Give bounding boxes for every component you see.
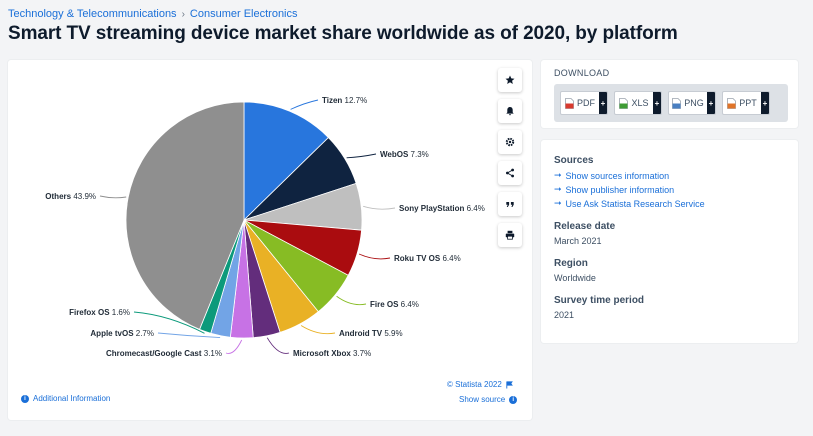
download-ppt-label: PPT xyxy=(739,98,757,108)
region-value: Worldwide xyxy=(554,273,596,283)
additional-information-label: Additional Information xyxy=(33,394,111,403)
additional-information-link[interactable]: i Additional Information xyxy=(21,394,110,403)
release-date-title: Release date xyxy=(554,221,616,232)
plus-icon: + xyxy=(707,92,715,114)
quote-icon xyxy=(506,202,514,207)
survey-period-title: Survey time period xyxy=(554,295,645,306)
download-xls-button[interactable]: XLS + xyxy=(614,91,662,115)
download-ppt-button[interactable]: PPT + xyxy=(722,91,770,115)
png-file-icon xyxy=(672,97,682,109)
download-card: DOWNLOAD PDF + XLS + PNG + xyxy=(541,60,798,128)
slice-label: Firefox OS 1.6% xyxy=(69,308,130,317)
leader-line xyxy=(266,337,290,354)
download-png-label: PNG xyxy=(684,98,704,108)
chart-toolbar xyxy=(498,68,522,247)
slice-label: Microsoft Xbox 3.7% xyxy=(293,349,371,358)
sources-title: Sources xyxy=(554,155,594,166)
chart-card: Tizen 12.7% WebOS 7.3% Sony PlayStation 6.… xyxy=(8,60,532,420)
show-source-label: Show source xyxy=(459,395,506,404)
leader-line xyxy=(358,253,391,260)
plus-icon: + xyxy=(761,92,769,114)
leader-line xyxy=(133,311,205,334)
ask-statista-label: Use Ask Statista Research Service xyxy=(565,198,705,209)
gear-icon xyxy=(505,137,515,147)
arrow-right-icon: ➞ xyxy=(554,198,562,208)
download-pdf-label: PDF xyxy=(577,98,595,108)
arrow-right-icon: ➞ xyxy=(554,184,562,194)
bell-icon xyxy=(506,107,514,116)
slice-label: Roku TV OS 6.4% xyxy=(394,254,461,263)
favorite-button[interactable] xyxy=(498,68,522,92)
pie-slice-others[interactable] xyxy=(125,101,245,330)
show-publisher-label: Show publisher information xyxy=(565,184,675,195)
breadcrumb-technology[interactable]: Technology & Telecommunications xyxy=(8,8,177,20)
show-publisher-link[interactable]: ➞ Show publisher information xyxy=(554,184,674,195)
slice-label: Chromecast/Google Cast 3.1% xyxy=(106,349,222,358)
copyright-text: © Statista 2022 xyxy=(447,380,502,389)
leader-line xyxy=(336,295,367,306)
info-icon: i xyxy=(21,394,29,403)
download-pdf-button[interactable]: PDF + xyxy=(560,91,608,115)
show-sources-link[interactable]: ➞ Show sources information xyxy=(554,170,669,181)
cite-button[interactable] xyxy=(498,192,522,216)
release-date-value: March 2021 xyxy=(554,236,602,246)
show-sources-label: Show sources information xyxy=(565,170,670,181)
info-card: Sources ➞ Show sources information ➞ Sho… xyxy=(541,140,798,343)
slice-label: WebOS 7.3% xyxy=(380,150,429,159)
survey-period-value: 2021 xyxy=(554,310,575,320)
slice-label: Fire OS 6.4% xyxy=(370,300,419,309)
plus-icon: + xyxy=(653,92,661,114)
print-button[interactable] xyxy=(498,223,522,247)
plus-icon: + xyxy=(599,92,607,114)
leader-line xyxy=(157,332,221,339)
download-title: DOWNLOAD xyxy=(554,68,610,78)
slice-label: Tizen 12.7% xyxy=(322,96,367,105)
share-button[interactable] xyxy=(498,161,522,185)
info-icon: i xyxy=(509,395,518,404)
show-source-link[interactable]: Show source i xyxy=(459,395,518,404)
xls-file-icon xyxy=(619,97,629,109)
leader-line xyxy=(300,325,336,335)
slice-label: Sony PlayStation 6.4% xyxy=(399,204,485,213)
breadcrumb: Technology & Telecommunications › Consum… xyxy=(8,8,298,20)
star-icon xyxy=(505,75,515,84)
pie-chart: Tizen 12.7% WebOS 7.3% Sony PlayStation 6.… xyxy=(45,96,485,358)
slice-label: Android TV 5.9% xyxy=(339,329,403,338)
download-png-button[interactable]: PNG + xyxy=(668,91,716,115)
arrow-right-icon: ➞ xyxy=(554,170,562,180)
pdf-file-icon xyxy=(565,97,574,109)
leader-line xyxy=(346,153,377,159)
settings-button[interactable] xyxy=(498,130,522,154)
ppt-file-icon xyxy=(727,97,737,109)
leader-line xyxy=(225,339,243,354)
statista-copyright[interactable]: © Statista 2022 xyxy=(447,380,513,389)
share-icon xyxy=(506,168,514,178)
download-buttons: PDF + XLS + PNG + PPT + xyxy=(554,84,788,122)
breadcrumb-consumer-electronics[interactable]: Consumer Electronics xyxy=(189,8,298,20)
breadcrumb-separator: › xyxy=(181,8,185,20)
region-title: Region xyxy=(554,258,588,269)
page-title: Smart TV streaming device market share w… xyxy=(8,23,678,44)
leader-line xyxy=(99,195,127,199)
pie-slice-tizen[interactable] xyxy=(243,101,329,221)
download-xls-label: XLS xyxy=(631,98,649,108)
leader-line xyxy=(363,205,396,210)
notification-button[interactable] xyxy=(498,99,522,123)
slice-label: Others 43.9% xyxy=(45,192,96,201)
ask-statista-link[interactable]: ➞ Use Ask Statista Research Service xyxy=(554,198,705,209)
leader-line xyxy=(290,99,319,110)
flag-icon xyxy=(506,380,513,388)
print-icon xyxy=(505,230,515,240)
slice-label: Apple tvOS 2.7% xyxy=(90,329,154,338)
